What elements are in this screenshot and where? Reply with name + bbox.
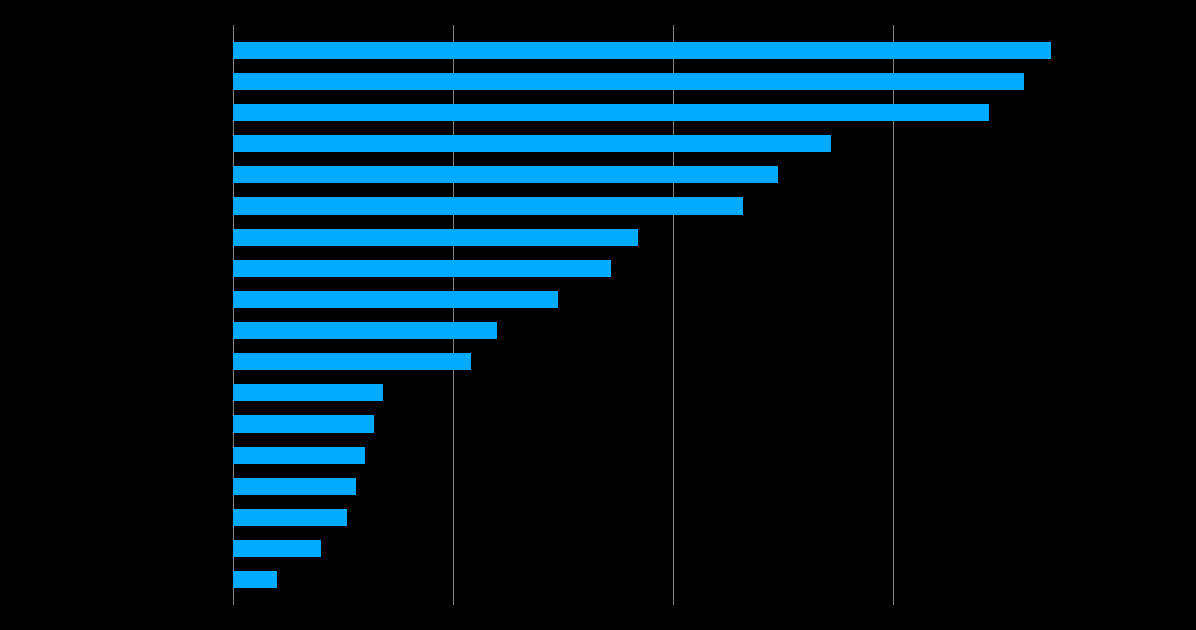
Bar — [233, 540, 321, 558]
Bar — [233, 72, 1024, 90]
Bar — [233, 384, 383, 401]
Bar — [233, 291, 559, 308]
Bar — [233, 166, 779, 183]
Bar — [233, 260, 611, 277]
Bar — [233, 571, 277, 588]
Bar — [233, 197, 743, 214]
Bar — [233, 42, 1051, 59]
Bar — [233, 229, 637, 246]
Text: 🇦🇺: 🇦🇺 — [1091, 569, 1134, 603]
Bar — [233, 135, 831, 152]
Bar — [233, 353, 470, 370]
Bar — [233, 322, 498, 339]
Bar — [233, 416, 374, 433]
Bar — [233, 478, 356, 495]
Bar — [233, 447, 365, 464]
Bar — [233, 104, 989, 121]
Bar — [233, 509, 348, 526]
